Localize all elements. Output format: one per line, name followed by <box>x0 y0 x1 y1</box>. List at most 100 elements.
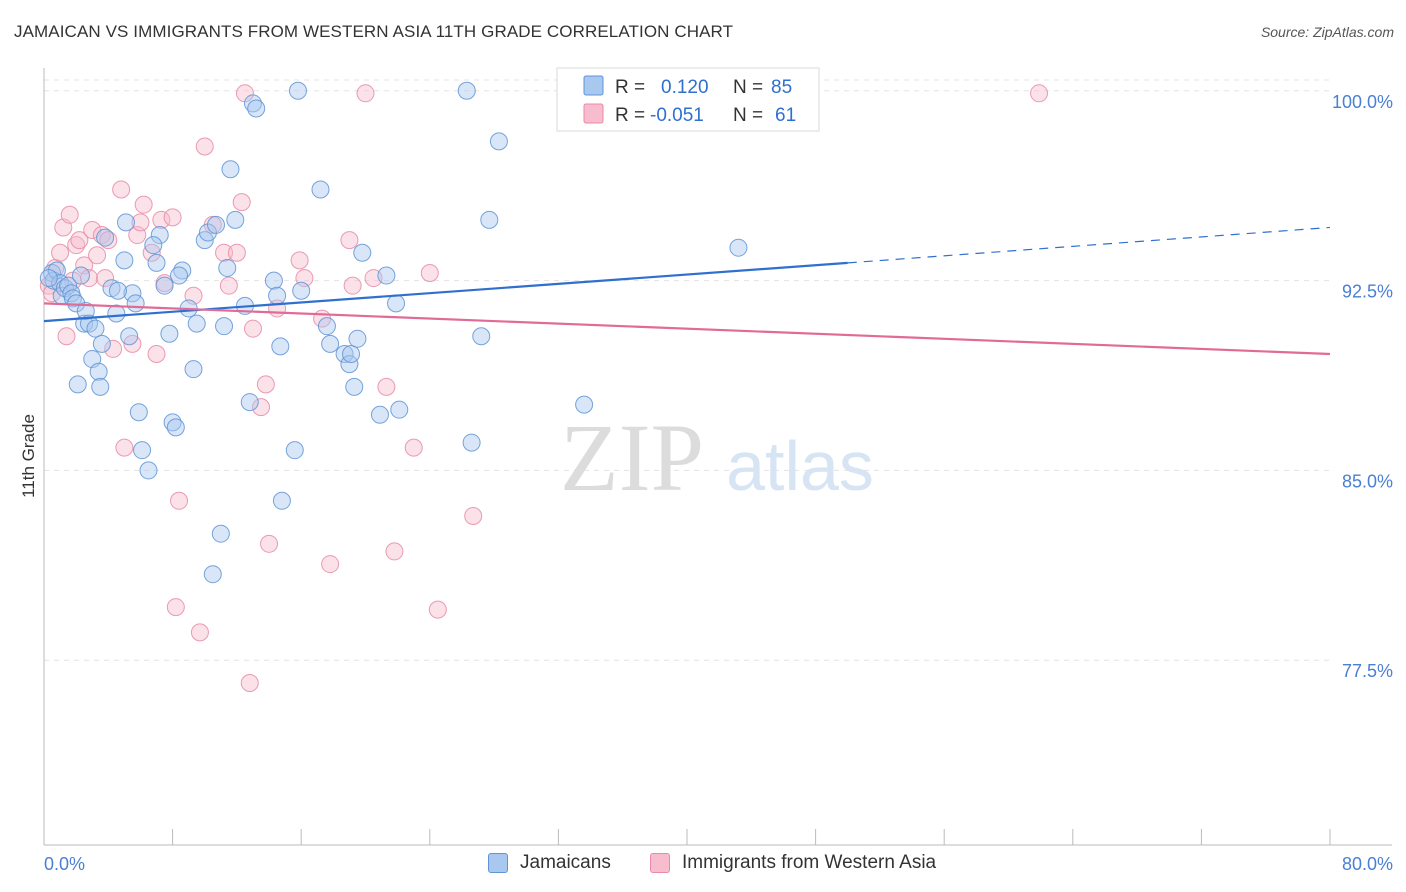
stats-r-label-2: R = <box>615 105 645 126</box>
axes <box>43 68 1392 846</box>
legend-label-jamaicans: Jamaicans <box>520 852 611 873</box>
y-axis-label: 11th Grade <box>19 414 38 498</box>
immigrants-point-40 <box>243 319 262 338</box>
immigrants-point-38 <box>232 193 251 212</box>
jamaicans-point-23 <box>120 327 139 346</box>
jamaicans-point-72 <box>472 327 491 346</box>
jamaicans-point-57 <box>311 180 330 199</box>
jamaicans-point-65 <box>353 243 372 262</box>
jamaicans-point-66 <box>370 405 389 424</box>
jamaicans-point-17 <box>92 334 111 353</box>
immigrants-point-25 <box>147 344 166 363</box>
jamaicans-point-51 <box>268 286 287 305</box>
immigrants-point-6 <box>60 205 79 224</box>
stats-r-value-1: 0.120 <box>661 77 709 98</box>
immigrants-point-23 <box>134 195 153 214</box>
jamaicans-point-79 <box>91 377 110 396</box>
immigrants-point-13 <box>88 246 107 265</box>
x-tick-label-0: 0.0% <box>44 854 85 874</box>
jamaicans-point-52 <box>271 337 290 356</box>
jamaicans-point-59 <box>321 334 340 353</box>
jamaicans-point-16 <box>89 362 108 381</box>
jamaicans-point-41 <box>207 215 226 234</box>
jamaicans-point-55 <box>288 81 307 100</box>
legend-swatch-pink <box>650 853 670 873</box>
stats-n-value-1: 85 <box>771 77 792 98</box>
immigrants-point-9 <box>70 231 89 250</box>
jamaicans-point-15 <box>86 319 105 338</box>
immigrants-point-45 <box>290 251 309 270</box>
immigrants-point-57 <box>464 506 483 525</box>
jamaicans-point-48 <box>243 94 262 113</box>
immigrants-point-56 <box>428 600 447 619</box>
immigrants-point-50 <box>343 276 362 295</box>
immigrants-point-58 <box>240 674 259 693</box>
immigrants-point-16 <box>99 231 118 250</box>
stats-r-value-2: -0.051 <box>650 105 704 126</box>
chart-title: JAMAICAN VS IMMIGRANTS FROM WESTERN ASIA… <box>14 22 734 41</box>
stats-r-label-1: R = <box>615 77 645 98</box>
immigrants-point-19 <box>115 438 134 457</box>
jamaicans-point-70 <box>457 81 476 100</box>
jamaicans-point-20 <box>107 304 126 323</box>
immigrants-point-29 <box>170 491 189 510</box>
stats-n-label-2: N = <box>733 105 763 126</box>
immigrants-point-18 <box>112 180 131 199</box>
y-tick-label-2: 92.5% <box>1342 282 1393 302</box>
immigrants-point-32 <box>190 623 209 642</box>
jamaicans-point-80 <box>144 236 163 255</box>
legend-item-immigrants: Immigrants from Western Asia <box>650 852 936 874</box>
jamaicans-point-35 <box>173 261 192 280</box>
immigrants-point-5 <box>57 327 76 346</box>
jamaicans-point-77 <box>211 524 230 543</box>
immigrants-point-55 <box>420 264 439 283</box>
jamaicans-point-50 <box>264 271 283 290</box>
immigrants-point-30 <box>166 598 185 617</box>
immigrants-point-3 <box>51 243 70 262</box>
stats-box: R = 0.120 N = 85 R = -0.051 N = 61 <box>556 67 820 132</box>
jamaicans-point-33 <box>163 413 182 432</box>
jamaicans-point-30 <box>150 226 169 245</box>
stats-n-label-1: N = <box>733 77 763 98</box>
jamaicans-point-56 <box>292 281 311 300</box>
source-label: Source: ZipAtlas.com <box>1260 24 1394 40</box>
jamaicans-point-25 <box>126 294 145 313</box>
jamaicans-point-49 <box>247 99 266 118</box>
immigrants-point-42 <box>256 375 275 394</box>
x-tick-label-1: 80.0% <box>1342 854 1393 874</box>
jamaicans-point-64 <box>348 329 367 348</box>
jamaicans-point-81 <box>170 266 189 285</box>
immigrants-point-52 <box>377 377 396 396</box>
immigrants-point-53 <box>385 542 404 561</box>
watermark: ZIP atlas <box>560 404 874 511</box>
immigrants-point-41 <box>252 398 271 417</box>
jamaicans-point-28 <box>139 461 158 480</box>
watermark-zip: ZIP <box>560 404 704 511</box>
jamaicans-point-84 <box>108 281 127 300</box>
jamaicans-point-37 <box>184 360 203 379</box>
y-tick-label-0: 77.5% <box>1342 661 1393 681</box>
jamaicans-point-53 <box>272 491 291 510</box>
jamaicans-point-68 <box>387 294 406 313</box>
y-tick-labels: 77.5% 85.0% 92.5% 100.0% <box>1332 92 1393 681</box>
immigrants-point-59 <box>356 84 375 103</box>
legend-label-immigrants: Immigrants from Western Asia <box>682 852 937 873</box>
immigrants-point-48 <box>321 555 340 574</box>
jamaicans-point-31 <box>155 276 174 295</box>
immigrants-point-22 <box>131 213 150 232</box>
jamaicans-point-69 <box>390 400 409 419</box>
x-tick-labels: 0.0% 80.0% <box>44 854 1393 874</box>
jamaicans-point-54 <box>285 441 304 460</box>
immigrants-point-28 <box>163 208 182 227</box>
jamaicans-point-75 <box>575 395 594 414</box>
jamaicans-point-83 <box>68 375 87 394</box>
y-tick-label-1: 85.0% <box>1342 471 1393 491</box>
jamaicans-point-63 <box>345 377 364 396</box>
immigrants-point-37 <box>227 243 246 262</box>
immigrants-point-8 <box>67 236 86 255</box>
jamaicans-point-78 <box>203 565 222 584</box>
stats-swatch-blue <box>583 75 604 96</box>
jamaicans-point-82 <box>39 269 58 288</box>
jamaicans-point-44 <box>221 160 240 179</box>
